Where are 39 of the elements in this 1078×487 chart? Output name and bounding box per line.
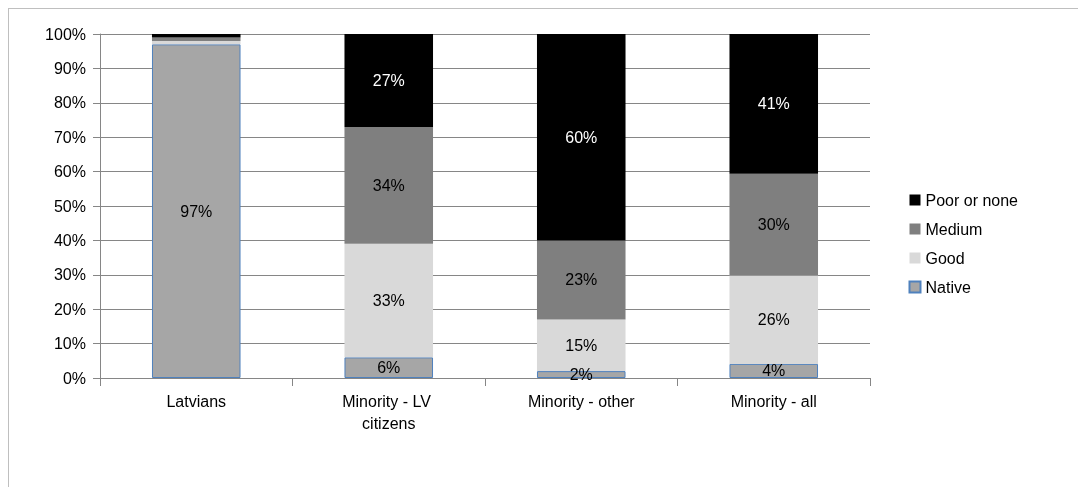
x-tick-label: Minority - all [730, 392, 817, 410]
data-label: 34% [372, 176, 405, 194]
x-tick-label: Minority - other [527, 392, 636, 410]
y-tick-label: 60% [53, 163, 86, 181]
x-tick-label: Latvians [166, 392, 227, 410]
bar [729, 34, 819, 174]
y-tick-label: 30% [53, 266, 86, 284]
x-tick-label: Minority - LV citizens [342, 392, 436, 432]
bar [536, 34, 626, 241]
legend-label: Good [925, 249, 965, 267]
data-label: 30% [757, 216, 790, 234]
data-label: 33% [372, 292, 405, 310]
data-label: 97% [180, 202, 213, 220]
legend-label: Native [925, 278, 971, 296]
y-tick-label: 20% [53, 300, 86, 318]
y-tick-label: 80% [53, 94, 86, 112]
y-tick-label: 0% [62, 369, 86, 387]
data-label: 26% [757, 311, 790, 329]
bar [344, 34, 434, 127]
legend-label: Medium [925, 220, 983, 238]
data-label: 15% [565, 336, 598, 354]
y-tick-label: 40% [53, 231, 86, 249]
data-label: 2% [569, 366, 593, 384]
y-tick-label: 50% [53, 197, 86, 215]
data-label: 23% [565, 271, 598, 289]
y-tick-label: 70% [53, 128, 86, 146]
bar [729, 275, 819, 364]
data-label: 6% [377, 359, 401, 377]
y-tick-label: 90% [53, 59, 86, 77]
bar [151, 44, 241, 378]
data-label: 27% [372, 71, 405, 89]
data-label: 41% [757, 95, 790, 113]
data-label: 4% [762, 362, 786, 380]
y-tick-label: 100% [45, 25, 86, 43]
bar [344, 357, 434, 378]
bar [344, 243, 434, 358]
y-tick-label: 10% [53, 335, 86, 353]
legend-label: Poor or none [925, 191, 1019, 209]
data-label: 60% [565, 128, 598, 146]
